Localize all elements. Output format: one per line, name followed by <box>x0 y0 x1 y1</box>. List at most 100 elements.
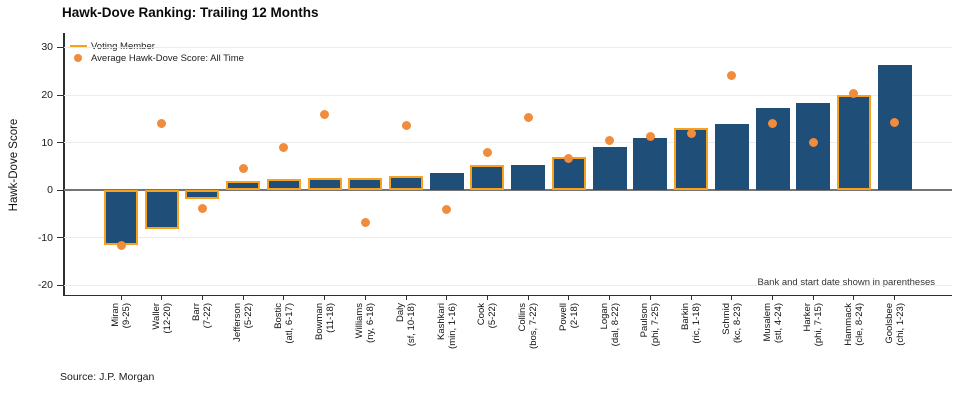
x-tick <box>405 295 407 300</box>
x-label-bostic: Bostic (atl, 6-17) <box>273 303 295 373</box>
bar-williams[interactable] <box>348 177 383 191</box>
bar-collins[interactable] <box>511 164 546 191</box>
x-label-detail: (kc, 8-23) <box>731 303 743 344</box>
y-tick <box>57 94 64 96</box>
x-axis-line <box>63 295 952 296</box>
x-label-name: Miran <box>110 303 121 327</box>
x-label-collins: Collins (bos, 7-22) <box>517 303 539 373</box>
x-tick <box>161 295 163 300</box>
avg-dot-barkin[interactable] <box>686 129 696 139</box>
x-label-daly: Daly (sf, 10-18) <box>395 303 417 373</box>
avg-dot-harker[interactable] <box>808 138 818 148</box>
x-label-detail: (12-20) <box>161 303 173 334</box>
y-tick-label: -20 <box>37 279 53 292</box>
x-label-name: Barr <box>191 303 203 321</box>
bar-miran[interactable] <box>104 190 138 246</box>
x-label-detail: (ny, 6-18) <box>365 303 377 343</box>
x-tick <box>853 295 855 300</box>
bar-bostic[interactable] <box>266 179 301 191</box>
y-axis-title: Hawk-Dove Score <box>8 118 20 212</box>
x-label-logan: Logan (dal, 8-22) <box>599 303 621 373</box>
x-label-name: Paulson <box>639 303 651 338</box>
legend-item-average-score: Average Hawk-Dove Score: All Time <box>68 52 244 64</box>
bar-logan[interactable] <box>592 146 627 191</box>
zero-line <box>64 189 952 192</box>
bar-goolsbee[interactable] <box>877 65 912 191</box>
avg-dot-barr[interactable] <box>197 204 207 214</box>
bar-kashkari[interactable] <box>429 173 464 191</box>
x-tick <box>812 295 814 300</box>
bar-hammack[interactable] <box>836 95 871 191</box>
x-label-detail: (ric, 1-18) <box>691 303 703 344</box>
x-label-detail: (dal, 8-22) <box>609 303 621 347</box>
gridline <box>64 142 952 144</box>
x-label-name: Powell <box>557 303 569 331</box>
x-tick <box>609 295 611 300</box>
bar-daly[interactable] <box>389 176 424 191</box>
voting-member-line-icon <box>68 45 88 47</box>
x-tick <box>283 295 285 300</box>
x-label-name: Bostic <box>272 303 284 329</box>
avg-dot-miran[interactable] <box>116 241 126 251</box>
x-tick <box>772 295 774 300</box>
x-label-name: Cook <box>476 303 488 326</box>
x-label-barr: Barr (7-22) <box>191 303 213 373</box>
avg-dot-goolsbee[interactable] <box>890 117 900 127</box>
y-tick <box>57 142 64 144</box>
x-label-detail: (cle, 8-24) <box>853 303 865 346</box>
x-tick <box>446 295 448 300</box>
y-tick-label: -10 <box>37 231 53 244</box>
bar-schmid[interactable] <box>714 124 749 191</box>
legend-item-voting-member: Voting Member <box>68 40 244 52</box>
y-tick <box>57 284 64 286</box>
avg-dot-hammack[interactable] <box>849 89 859 99</box>
x-label-detail: (stl, 4-24) <box>772 303 784 344</box>
gridline <box>64 94 952 96</box>
x-label-name: Kashkari <box>435 303 447 340</box>
x-label-name: Harker <box>802 303 814 332</box>
x-label-kashkari: Kashkari (min, 1-16) <box>436 303 458 373</box>
x-label-barkin: Barkin (ric, 1-18) <box>680 303 702 373</box>
plot-annotation: Bank and start date shown in parentheses <box>757 277 935 288</box>
x-label-detail: (min, 1-16) <box>446 303 458 349</box>
x-label-detail: (2-18) <box>568 303 580 329</box>
x-tick <box>364 295 366 300</box>
bar-cook[interactable] <box>470 165 505 191</box>
avg-dot-kashkari[interactable] <box>442 205 452 215</box>
avg-dot-collins[interactable] <box>523 113 533 123</box>
x-label-detail: (phi, 7-25) <box>650 303 662 347</box>
avg-dot-bowman[interactable] <box>320 109 330 119</box>
x-label-name: Waller <box>150 303 162 330</box>
bar-waller[interactable] <box>144 190 179 230</box>
avg-dot-bostic[interactable] <box>279 143 289 153</box>
y-tick-label: 10 <box>41 136 53 149</box>
chart-title: Hawk-Dove Ranking: Trailing 12 Months <box>62 5 319 20</box>
x-label-name: Daly <box>395 303 407 323</box>
avg-dot-paulson[interactable] <box>645 132 655 142</box>
avg-dot-daly[interactable] <box>401 121 411 131</box>
x-label-detail: (5-22) <box>487 303 499 329</box>
bar-jefferson[interactable] <box>226 181 261 191</box>
avg-dot-cook[interactable] <box>482 147 492 157</box>
bar-barr[interactable] <box>185 190 220 199</box>
x-label-name: Bowman <box>313 303 325 340</box>
x-label-name: Barkin <box>680 303 692 330</box>
bar-bowman[interactable] <box>307 177 342 191</box>
avg-dot-musalem[interactable] <box>768 118 778 128</box>
x-label-hammack: Hammack (cle, 8-24) <box>843 303 865 373</box>
avg-dot-williams[interactable] <box>360 218 370 228</box>
bar-paulson[interactable] <box>633 138 668 191</box>
avg-dot-powell[interactable] <box>564 153 574 163</box>
avg-dot-jefferson[interactable] <box>238 163 248 173</box>
avg-dot-logan[interactable] <box>605 135 615 145</box>
x-label-bowman: Bowman (11-18) <box>314 303 336 373</box>
x-label-detail: (11-18) <box>324 303 336 333</box>
x-label-name: Collins <box>517 303 529 332</box>
x-label-williams: Williams (ny, 6-18) <box>354 303 376 373</box>
bar-barkin[interactable] <box>674 127 709 191</box>
y-tick-label: 20 <box>41 89 53 101</box>
avg-dot-waller[interactable] <box>157 119 167 129</box>
avg-dot-schmid[interactable] <box>727 70 737 80</box>
legend: Voting Member Average Hawk-Dove Score: A… <box>68 40 244 64</box>
